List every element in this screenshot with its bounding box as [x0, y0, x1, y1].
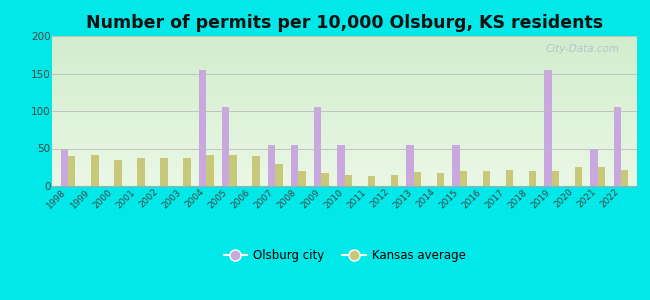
Bar — [483, 171, 490, 186]
Title: Number of permits per 10,000 Olsburg, KS residents: Number of permits per 10,000 Olsburg, KS… — [86, 14, 603, 32]
Bar — [391, 175, 398, 186]
Bar — [552, 171, 559, 186]
Bar — [406, 145, 413, 186]
Bar — [590, 148, 598, 186]
Bar — [437, 172, 444, 186]
Bar — [91, 154, 99, 186]
Bar — [528, 171, 536, 186]
Bar — [367, 176, 375, 186]
Bar — [161, 158, 168, 186]
Bar — [545, 70, 552, 186]
Bar — [199, 70, 206, 186]
Bar — [621, 169, 629, 186]
Bar — [452, 145, 460, 186]
Bar — [322, 173, 329, 186]
Bar — [276, 164, 283, 186]
Bar — [314, 107, 322, 186]
Bar — [598, 167, 605, 186]
Bar — [206, 154, 214, 186]
Bar — [252, 156, 260, 186]
Bar — [268, 145, 276, 186]
Bar — [344, 175, 352, 186]
Bar — [337, 145, 345, 186]
Bar — [413, 172, 421, 186]
Bar — [222, 107, 229, 186]
Bar — [60, 148, 68, 186]
Bar — [183, 158, 190, 186]
Bar — [506, 169, 513, 186]
Bar — [291, 145, 298, 186]
Bar — [229, 154, 237, 186]
Text: City-Data.com: City-Data.com — [545, 44, 619, 53]
Bar — [614, 107, 621, 186]
Bar — [298, 171, 306, 186]
Bar — [460, 171, 467, 186]
Bar — [114, 160, 122, 186]
Legend: Olsburg city, Kansas average: Olsburg city, Kansas average — [219, 245, 470, 267]
Bar — [68, 156, 75, 186]
Bar — [575, 167, 582, 186]
Bar — [137, 158, 144, 186]
